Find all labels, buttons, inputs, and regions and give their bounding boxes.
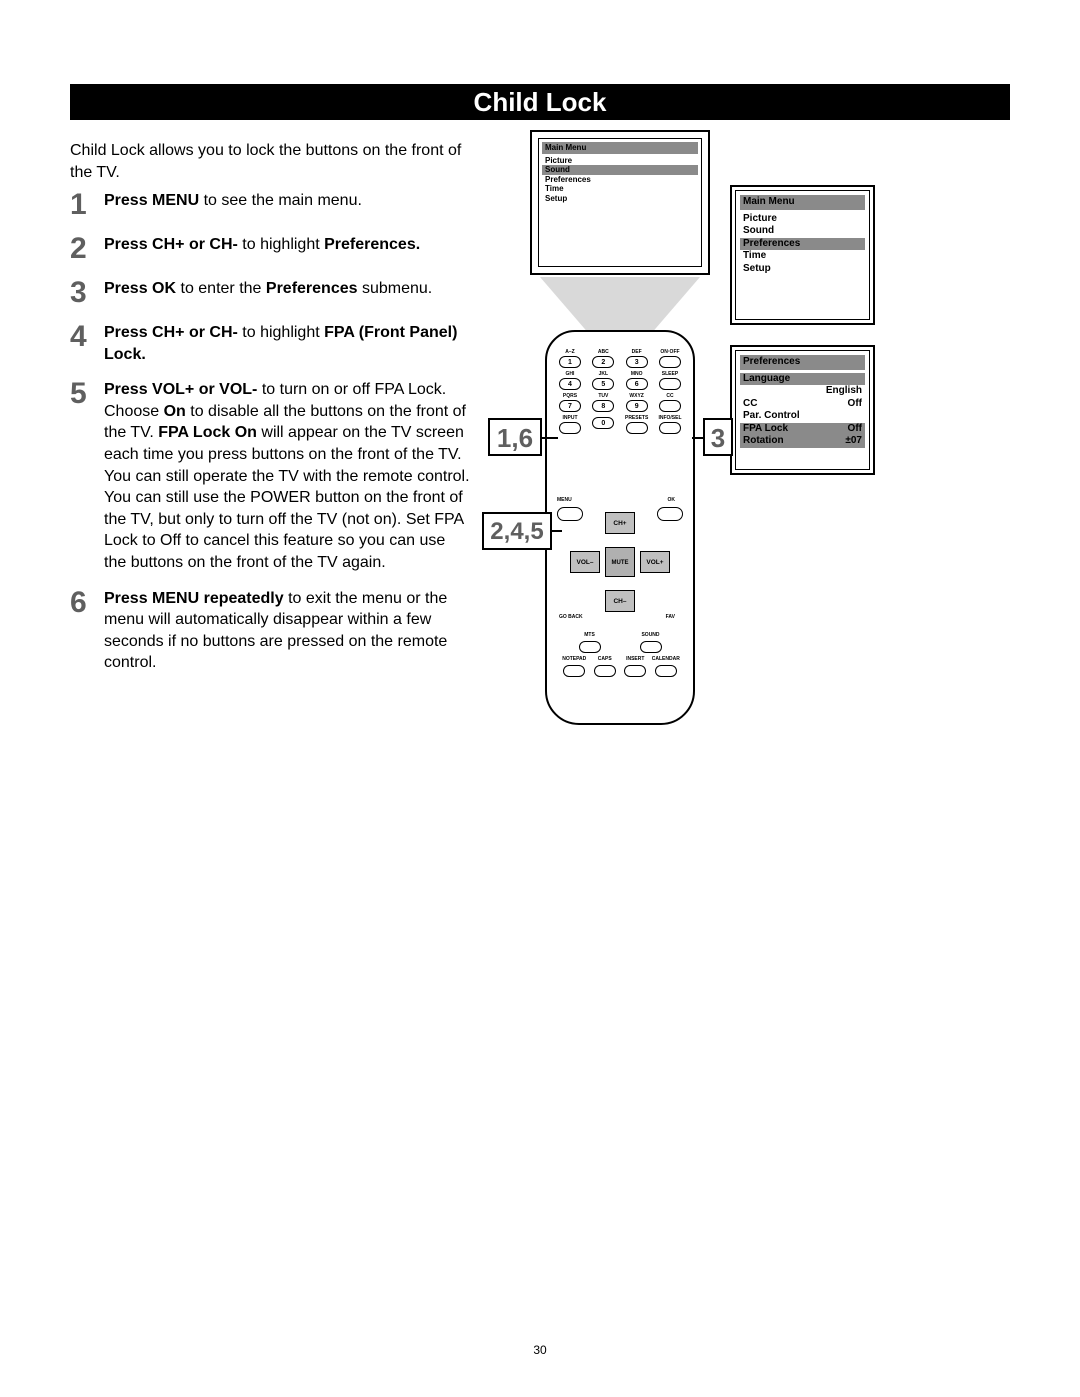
step-number: 3 [70, 278, 104, 308]
step-text: Press CH+ or CH- to highlight FPA (Front… [104, 322, 470, 365]
step-text: Press OK to enter the Preferences submen… [104, 278, 470, 308]
keypad-button[interactable]: JKL5 [590, 372, 616, 390]
menu-item: Preferences [542, 175, 698, 185]
menu-title: Main Menu [542, 142, 698, 154]
goback-label: GO BACK [559, 614, 583, 620]
step-text: Press VOL+ or VOL- to turn on or off FPA… [104, 379, 470, 573]
main-menu-panel: Main Menu PictureSoundPreferencesTimeSetu… [730, 185, 875, 325]
button-label: NOTEPAD [560, 656, 588, 662]
aux-button[interactable] [624, 665, 646, 677]
step-number: 1 [70, 190, 104, 220]
aux-button[interactable] [579, 641, 601, 653]
menu-item: Sound [542, 165, 698, 175]
vol-minus-button[interactable]: VOL– [570, 551, 600, 573]
ch-plus-button[interactable]: CH+ [605, 512, 635, 534]
illustration-area: Main MenuPictureSoundPreferencesTimeSetu… [500, 130, 1010, 780]
step-number: 5 [70, 379, 104, 573]
ok-button-label: OK [668, 497, 676, 503]
section-title: Child Lock [474, 87, 607, 117]
step: 1Press MENU to see the main menu. [70, 190, 470, 220]
keypad-button[interactable]: PQRS7 [557, 394, 583, 412]
keypad-button[interactable]: PRESETS [624, 416, 650, 434]
nav-pad: CH+ CH– VOL– VOL+ MUTE [570, 512, 670, 612]
mute-button[interactable]: MUTE [605, 547, 635, 577]
step-text: Press MENU to see the main menu. [104, 190, 470, 220]
menu-title: Main Menu [740, 195, 865, 210]
keypad-button[interactable]: ON·OFF [657, 350, 683, 368]
remote-control: A–Z1 ABC2 DEF3 ON·OFF GHI4 JKL5 MNO6 SLEEP PQRS7… [545, 330, 695, 725]
menu-item: Sound [740, 225, 865, 238]
aux-button[interactable] [655, 665, 677, 677]
button-label: MTS [576, 632, 604, 638]
tv-screen: Main Menu PictureSoundPreferencesTimeSetu… [538, 138, 702, 267]
button-label: INSERT [621, 656, 649, 662]
callout-2-4-5: 2,4,5 [482, 512, 552, 550]
keypad-button[interactable]: DEF3 [624, 350, 650, 368]
keypad-button[interactable]: 0 [590, 416, 616, 434]
keypad-button[interactable]: CC [657, 394, 683, 412]
menu-item: Time [740, 250, 865, 263]
callout-line [692, 437, 704, 439]
callout-line [552, 530, 562, 532]
step: 4Press CH+ or CH- to highlight FPA (Fron… [70, 322, 470, 365]
aux-button[interactable] [563, 665, 585, 677]
menu-item: Setup [542, 194, 698, 204]
tv-frame: Main Menu PictureSoundPreferencesTimeSetu… [530, 130, 710, 275]
button-label: SOUND [637, 632, 665, 638]
keypad-button[interactable]: WXYZ9 [624, 394, 650, 412]
menu-button-label: MENU [557, 497, 572, 503]
step-number: 4 [70, 322, 104, 365]
step-text: Press MENU repeatedly to exit the menu o… [104, 588, 470, 674]
menu-title: Preferences [740, 355, 865, 370]
step-text: Press CH+ or CH- to highlight Preference… [104, 234, 470, 264]
keypad-button[interactable]: GHI4 [557, 372, 583, 390]
projection-beam [530, 277, 710, 337]
step: 3Press OK to enter the Preferences subme… [70, 278, 470, 308]
page-number: 30 [533, 1343, 546, 1357]
fav-label: FAV [666, 614, 675, 620]
vol-plus-button[interactable]: VOL+ [640, 551, 670, 573]
menu-item: Picture [542, 156, 698, 166]
button-label: CALENDAR [652, 656, 680, 662]
menu-item: Preferences [740, 238, 865, 251]
ch-minus-button[interactable]: CH– [605, 590, 635, 612]
step-number: 6 [70, 588, 104, 674]
keypad-button[interactable]: INPUT [557, 416, 583, 434]
callout-3: 3 [703, 418, 733, 456]
step: 6Press MENU repeatedly to exit the menu … [70, 588, 470, 674]
section-title-bar: Child Lock [70, 84, 1010, 120]
keypad-button[interactable]: MNO6 [624, 372, 650, 390]
step-number: 2 [70, 234, 104, 264]
pref-row: Par. Control [740, 410, 865, 423]
menu-item: Setup [740, 263, 865, 276]
menu-item: Time [542, 184, 698, 194]
keypad-button[interactable]: ABC2 [590, 350, 616, 368]
button-label: CAPS [591, 656, 619, 662]
step: 5Press VOL+ or VOL- to turn on or off FP… [70, 379, 470, 573]
pref-row: CCOff [740, 398, 865, 411]
aux-button[interactable] [640, 641, 662, 653]
menu-item: Picture [740, 213, 865, 226]
callout-line [542, 437, 558, 439]
aux-button[interactable] [594, 665, 616, 677]
pref-row: FPA LockOff [740, 423, 865, 436]
pref-row: Rotation±07 [740, 435, 865, 448]
keypad-button[interactable]: SLEEP [657, 372, 683, 390]
keypad-button[interactable]: INFO/SEL [657, 416, 683, 434]
preferences-menu-panel: Preferences LanguageEnglishCCOffPar. Cont… [730, 345, 875, 475]
keypad-button[interactable]: A–Z1 [557, 350, 583, 368]
steps-list: 1Press MENU to see the main menu.2Press … [70, 190, 470, 688]
step: 2Press CH+ or CH- to highlight Preferenc… [70, 234, 470, 264]
pref-row: English [740, 385, 865, 398]
callout-1-6: 1,6 [488, 418, 542, 456]
keypad-button[interactable]: TUV8 [590, 394, 616, 412]
intro-text: Child Lock allows you to lock the button… [70, 140, 470, 183]
pref-row: Language [740, 373, 865, 386]
